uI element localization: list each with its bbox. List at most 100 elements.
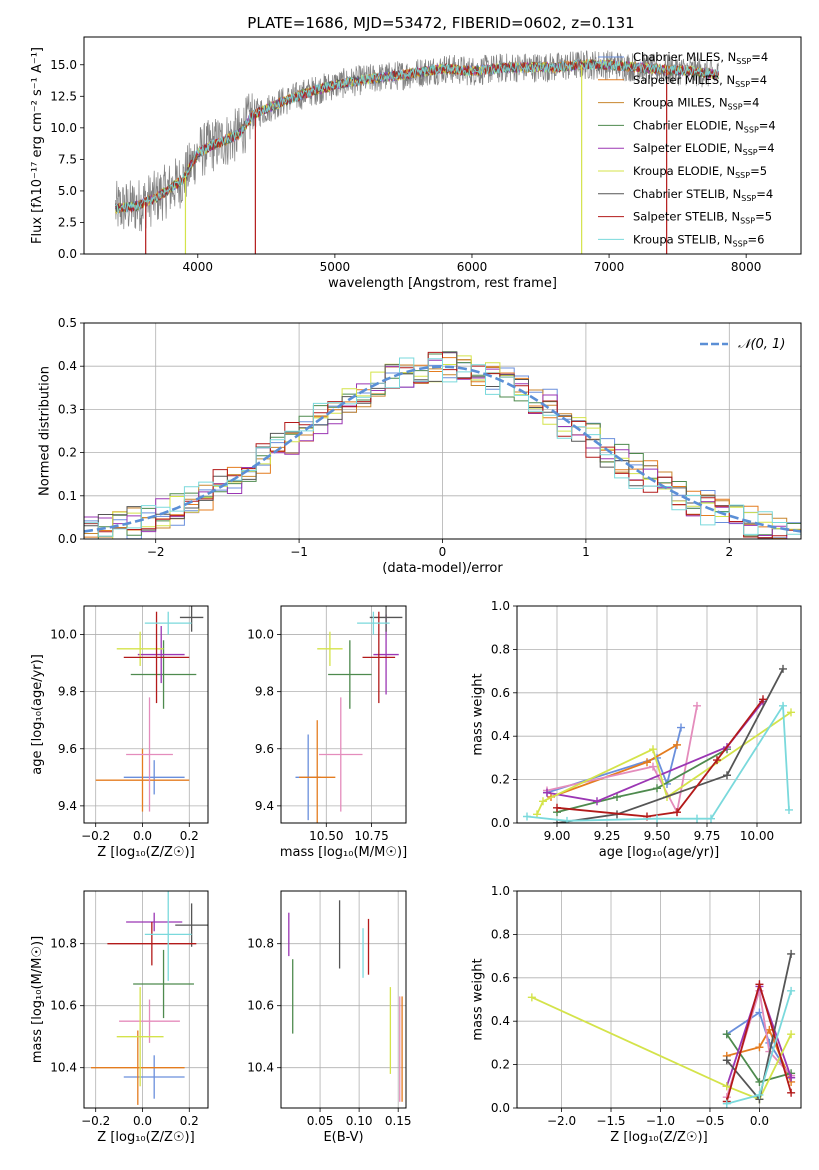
legend-label: Salpeter MILES, NSSP=4 <box>633 73 767 89</box>
mass-weight-marker <box>787 1030 796 1039</box>
plot-frame <box>83 322 802 540</box>
weight-lines <box>527 949 796 1108</box>
panel-residuals: −2 −1 0 1 2 0.0 0.1 0.2 0.3 0.4 0.5 (data-model)/er… <box>37 316 802 576</box>
x-tick-label: 0.05 <box>307 1114 334 1128</box>
plot-frame <box>83 890 209 1109</box>
legend-label: Chabrier ELODIE, NSSP=4 <box>633 118 776 134</box>
mass-weight-marker <box>755 1090 764 1099</box>
panel-age-vs-metallicity: −0.2 0.0 0.2 9.4 9.6 9.8 10.0 Z [log₁₀(Z/Z☉)] ag… <box>30 605 209 860</box>
mass-weight-line <box>556 748 728 813</box>
legend-label: Kroupa STELIB, NSSP=6 <box>633 232 764 248</box>
mass-weight-marker <box>713 756 721 765</box>
x-axis-label: wavelength [Angstrom, rest frame] <box>328 276 557 291</box>
y-tick-label: 1.0 <box>491 884 510 898</box>
x-tick-label: 6000 <box>457 260 488 274</box>
y-tick-label: 0.8 <box>491 642 510 656</box>
x-tick-label: 9.25 <box>594 829 621 843</box>
y-axis-label: Flux [fλ10⁻¹⁷ erg cm⁻² s⁻¹ A⁻¹] <box>30 47 45 244</box>
legend-value: =4 <box>758 141 775 155</box>
mass-weight-marker <box>779 664 787 673</box>
mass-weight-marker <box>563 816 571 823</box>
y-tick-label: 10.0 <box>50 121 77 135</box>
panel-mass-vs-metallicity: −0.2 0.0 0.2 10.4 10.6 10.8 Z [log₁₀(Z/Z☉)] mas… <box>30 890 209 1145</box>
legend-label: Salpeter ELODIE, NSSP=4 <box>633 141 775 157</box>
legend-value: =5 <box>750 164 767 178</box>
mass-weight-line <box>726 1011 792 1079</box>
gaussian-curve <box>84 365 801 533</box>
y-tick-label: 9.8 <box>255 685 274 699</box>
panel-weight-vs-metallicity: −2.0 −1.5 −1.0 −0.5 0.0 0.0 0.2 0.4 0.6 0.8 1.0 Z [… <box>470 884 802 1145</box>
y-tick-label: 0.5 <box>58 316 77 330</box>
figure-title: PLATE=1686, MJD=53472, FIBERID=0602, z=0… <box>247 14 634 32</box>
mass-weight-marker <box>759 695 767 704</box>
legend-label: Salpeter STELIB, NSSP=5 <box>633 210 772 226</box>
x-tick-label: 0.10 <box>346 1114 373 1128</box>
x-axis-label: E(B-V) <box>323 1130 363 1145</box>
x-tick-label: 0 <box>439 545 447 559</box>
x-tick-label: 10.50 <box>309 829 343 843</box>
x-tick-label: −1 <box>290 545 308 559</box>
mass-weight-marker <box>779 701 787 710</box>
y-tick-label: 10.8 <box>50 937 77 951</box>
legend-subscript: SSP <box>740 217 755 226</box>
mass-weight-marker <box>523 812 531 821</box>
y-axis-label: mass weight <box>470 958 485 1040</box>
x-axis-label: Z [log₁₀(Z/Z☉)] <box>97 845 194 860</box>
mass-weight-marker <box>539 797 547 806</box>
y-tick-label: 0.6 <box>491 971 510 985</box>
y-tick-label: 12.5 <box>50 89 77 103</box>
legend-value: =4 <box>743 96 760 110</box>
y-tick-label: 0.0 <box>491 1101 510 1115</box>
mass-weight-marker <box>643 758 651 767</box>
mass-weight-marker <box>787 986 796 995</box>
errorbars <box>295 606 403 823</box>
y-tick-label: 0.4 <box>491 1014 510 1028</box>
model-spectrum-line <box>115 58 719 214</box>
panel-mass-vs-ebv: 0.05 0.10 0.15 10.4 10.6 10.8 E(B-V) <box>247 890 412 1145</box>
mass-weight-line <box>556 668 784 823</box>
mass-weight-marker <box>673 808 681 817</box>
mass-weight-marker <box>755 980 764 989</box>
mass-weight-marker <box>787 1073 796 1082</box>
mass-weight-marker <box>527 993 536 1002</box>
y-tick-label: 0.1 <box>58 489 77 503</box>
y-tick-label: 0.2 <box>491 773 510 787</box>
x-tick-label: 0.0 <box>133 829 152 843</box>
mass-weight-marker <box>649 762 657 771</box>
x-tick-label: −0.2 <box>81 1114 110 1128</box>
x-tick-label: −0.5 <box>695 1114 724 1128</box>
mass-weight-line <box>726 953 792 1102</box>
y-tick-label: 9.4 <box>255 799 274 813</box>
y-axis-label: mass weight <box>470 673 485 755</box>
mass-weight-marker <box>787 708 795 717</box>
legend-label: 𝒩(0, 1) <box>738 337 785 352</box>
x-tick-label: −1.0 <box>646 1114 675 1128</box>
y-tick-label: 15.0 <box>50 58 77 72</box>
x-tick-label: 10.00 <box>740 829 774 843</box>
y-tick-label: 9.4 <box>58 799 77 813</box>
mass-weight-marker <box>785 805 793 814</box>
mass-weight-marker <box>613 792 621 801</box>
mass-weight-marker <box>693 701 701 710</box>
x-tick-label: 0.2 <box>180 829 199 843</box>
x-tick-label: 0.0 <box>133 1114 152 1128</box>
mass-weight-marker <box>593 797 601 806</box>
y-tick-label: 10.6 <box>247 999 274 1013</box>
panel-age-vs-mass: 10.50 10.75 9.4 9.6 9.8 10.0 mass [log₁₀(M/M☉)… <box>247 605 407 860</box>
legend-subscript: SSP <box>741 194 756 203</box>
legend-subscript: SSP <box>736 57 751 66</box>
x-tick-label: −1.5 <box>596 1114 625 1128</box>
x-tick-label: 10.75 <box>354 829 388 843</box>
y-tick-label: 10.4 <box>50 1061 77 1075</box>
legend-subscript: SSP <box>733 239 748 248</box>
plot-frame <box>83 36 802 255</box>
y-tick-label: 0.0 <box>58 247 77 261</box>
x-tick-label: −0.2 <box>81 829 110 843</box>
y-axis-label: Normed distribution <box>37 366 52 496</box>
legend-value: =4 <box>759 118 776 132</box>
mass-weight-marker <box>722 1082 731 1091</box>
y-tick-label: 0.3 <box>58 402 77 416</box>
legend-label: Kroupa ELODIE, NSSP=5 <box>633 164 767 180</box>
x-axis-label: (data-model)/error <box>382 561 503 576</box>
